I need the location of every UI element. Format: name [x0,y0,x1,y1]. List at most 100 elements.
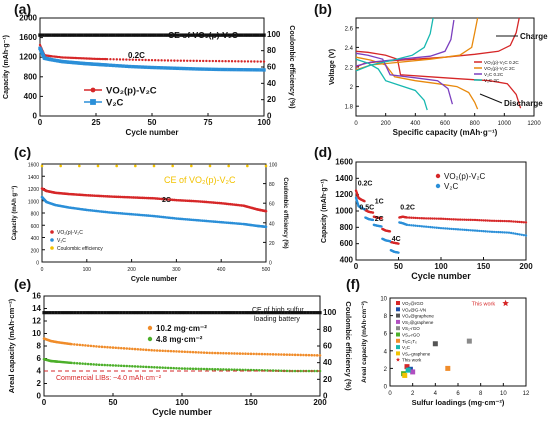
ce-point [204,33,209,37]
data-point [405,216,409,219]
data-point [458,218,462,221]
data-point [439,217,443,220]
data-point [137,65,141,69]
discharge-curve [355,58,428,111]
legend-marker [396,301,400,305]
ce-point [220,33,225,37]
data-point [471,229,475,232]
x-tick-label: 800 [470,121,481,127]
data-point [164,366,167,370]
data-point [145,214,148,217]
ce-point [223,311,227,315]
data-point [121,64,125,68]
data-point [503,219,506,223]
y-tick-label: 2.6 [345,26,354,32]
data-point [191,350,195,354]
data-point [108,63,113,67]
x-tick-label: 8 [479,391,483,397]
legend-label: VO₂(p)-V₂C 0.2C [484,60,519,65]
data-point [516,220,519,224]
data-point [431,226,434,229]
data-point [161,349,164,353]
data-point [195,67,199,71]
data-point [143,196,146,200]
legend-label: V₂C 0.2C [484,72,504,77]
data-point [179,59,182,62]
ce-point [239,33,244,37]
data-point [191,199,195,203]
data-point [293,353,297,357]
data-point [205,351,209,355]
data-point [467,228,470,232]
data-point [176,217,180,220]
data-point [433,217,436,220]
ce-annotation: CE of high sulfur [252,307,304,314]
y2-axis-label: Coulombic efficiency (%) [344,301,353,391]
data-point [207,67,212,71]
data-point [134,164,137,168]
ce-point [143,311,147,315]
data-point [158,349,162,352]
data-point [503,231,506,234]
ce-point [159,33,164,37]
data-point [126,195,130,199]
data-point [388,240,392,243]
data-point [194,367,198,371]
y-tick-label: 16 [32,292,41,301]
data-point [221,59,224,63]
data-point [463,228,466,232]
data-point [145,196,148,200]
ce-point [217,311,221,315]
data-point [439,226,443,230]
data-point [216,201,219,205]
data-point [107,211,111,214]
data-point [363,208,366,211]
data-point [405,223,409,227]
data-point [315,354,319,357]
ce-point [247,311,252,315]
ce-point [79,311,83,315]
data-point [141,196,145,200]
data-point [204,200,208,204]
data-point [166,366,170,370]
panel-label-f: (f) [346,276,360,292]
data-point [310,353,314,357]
data-point [492,230,496,234]
data-point [128,58,131,61]
data-point [117,195,120,199]
y-tick-label: 8 [384,314,388,320]
y-tick-label: 6 [37,354,42,363]
y-tick-label: 2 [384,367,388,373]
data-point [433,226,436,229]
data-point [238,368,242,372]
ce-point [97,311,101,315]
ce-annotation: loading battery [254,316,300,323]
data-point [224,351,228,355]
data-point [520,233,523,236]
x-axis-label: Sulfur loadings (mg·cm⁻²) [412,398,505,407]
legend-label: VO₂@rGO [402,301,424,306]
ce-point [124,33,129,37]
ce-point [102,33,106,37]
data-point [452,227,455,231]
data-point [175,366,178,370]
data-point [380,225,383,228]
data-point [214,59,218,63]
data-point [152,164,156,168]
data-point [140,65,145,69]
y-tick-label: 600 [31,224,40,230]
data-point [456,218,460,221]
ce-point [163,33,167,37]
ce-point [82,311,86,315]
legend-label: VS₂-rGO [402,326,420,331]
data-point [232,221,236,225]
y2-tick-label: 20 [267,95,276,104]
y-tick-label: 2000 [19,14,37,23]
rate-annotation: 2C [162,197,171,204]
data-point [208,59,211,63]
y2-tick-label: 100 [267,30,281,39]
ce-point [158,311,163,315]
x-axis-label: Cycle number [126,128,179,137]
data-point [119,212,122,215]
y2-tick-label: 20 [323,375,332,384]
